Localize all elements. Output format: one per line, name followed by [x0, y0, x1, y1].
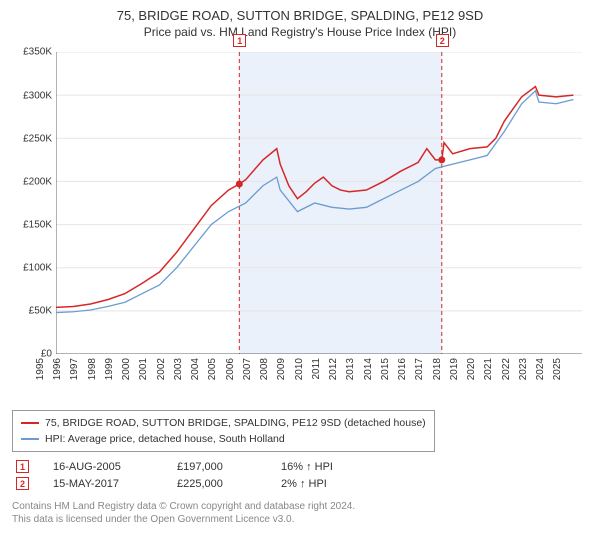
y-tick-label: £250K: [23, 133, 52, 144]
transaction-date: 15-MAY-2017: [53, 478, 153, 490]
transaction-row: 1 16-AUG-2005 £197,000 16% ↑ HPI: [16, 460, 588, 473]
chart-area: £0£50K£100K£150K£200K£250K£300K£350K 12 …: [12, 46, 588, 406]
transaction-row: 2 15-MAY-2017 £225,000 2% ↑ HPI: [16, 477, 588, 490]
legend: 75, BRIDGE ROAD, SUTTON BRIDGE, SPALDING…: [12, 410, 435, 452]
title-subtitle: Price paid vs. HM Land Registry's House …: [12, 25, 588, 41]
y-tick-label: £300K: [23, 90, 52, 101]
transaction-vs-hpi: 16% ↑ HPI: [281, 461, 333, 473]
footer-line1: Contains HM Land Registry data © Crown c…: [12, 500, 588, 513]
legend-label-series1: 75, BRIDGE ROAD, SUTTON BRIDGE, SPALDING…: [45, 417, 426, 429]
legend-swatch-series1: [21, 422, 39, 424]
y-tick-label: £200K: [23, 176, 52, 187]
y-tick-label: £350K: [23, 47, 52, 58]
legend-swatch-series2: [21, 438, 39, 440]
transaction-date: 16-AUG-2005: [53, 461, 153, 473]
y-tick-label: £50K: [29, 306, 52, 317]
transaction-marker: 1: [16, 460, 29, 473]
plot-area: 12: [56, 52, 582, 354]
y-axis: £0£50K£100K£150K£200K£250K£300K£350K: [12, 52, 56, 354]
legend-label-series2: HPI: Average price, detached house, Sout…: [45, 433, 285, 445]
y-tick-label: £100K: [23, 263, 52, 274]
transaction-vs-hpi: 2% ↑ HPI: [281, 478, 327, 490]
transaction-marker: 2: [16, 477, 29, 490]
transaction-price: £225,000: [177, 478, 257, 490]
title-address: 75, BRIDGE ROAD, SUTTON BRIDGE, SPALDING…: [12, 8, 588, 25]
y-tick-label: £150K: [23, 220, 52, 231]
x-axis: 1995199619971998199920002001200220032004…: [56, 354, 582, 406]
transaction-table: 1 16-AUG-2005 £197,000 16% ↑ HPI 2 15-MAY-201…: [12, 460, 588, 490]
x-tick-label: 2025: [552, 358, 594, 380]
footer-line2: This data is licensed under the Open Gov…: [12, 513, 588, 526]
transaction-price: £197,000: [177, 461, 257, 473]
